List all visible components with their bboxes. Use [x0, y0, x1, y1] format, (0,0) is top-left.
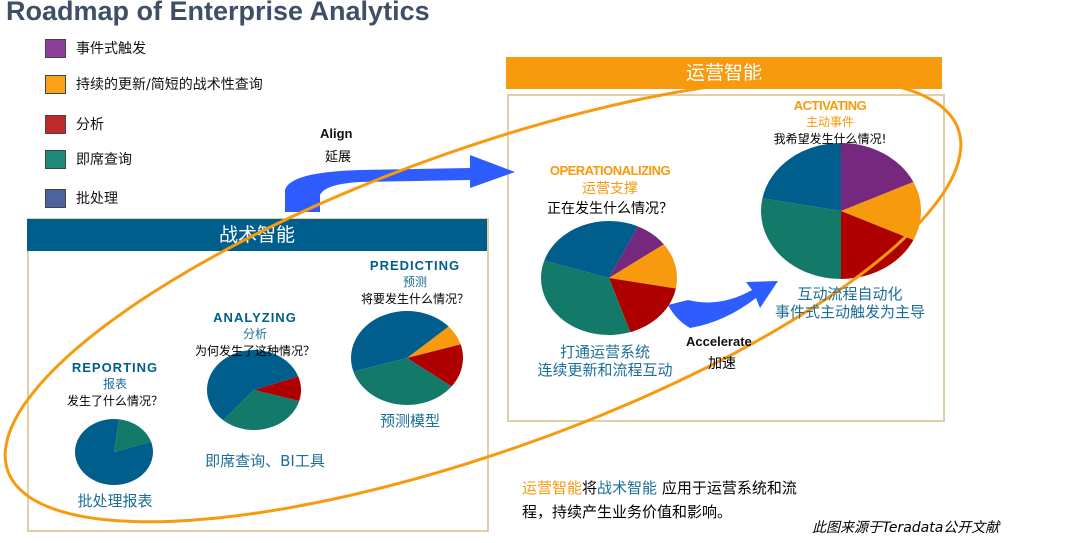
- pie-slice-green: [114, 419, 152, 452]
- pie-slice-blue: [762, 143, 841, 211]
- footer-text-part: 将: [582, 479, 598, 497]
- stage-title: ANALYZING: [213, 310, 297, 325]
- footer-tactical: 战术智能: [597, 479, 658, 497]
- legend-label: 分析: [76, 117, 104, 133]
- legend-label: 持续的更新/简短的战术性查询: [76, 77, 263, 93]
- stage-caption: 互动流程自动化 事件式主动触发为主导: [755, 285, 945, 321]
- stage-activating: ACTIVATING 主动事件 我希望发生什么情况!: [750, 98, 910, 147]
- legend-label: 即席查询: [76, 152, 132, 168]
- legend-label: 批处理: [76, 191, 118, 207]
- caption-line: 事件式主动触发为主导: [774, 303, 925, 321]
- stage-title: PREDICTING: [369, 258, 461, 273]
- stage-cn: 运营支撑: [582, 181, 638, 197]
- stage-question: 为何发生了这种情况？: [194, 344, 315, 358]
- pie-slice-green: [760, 198, 841, 279]
- pie-slice-green: [353, 358, 452, 406]
- stage-cn: 报表: [102, 377, 127, 391]
- pie-slice-red: [254, 376, 301, 402]
- stage-title: REPORTING: [71, 360, 159, 375]
- page-title: Roadmap of Enterprise Analytics: [6, 0, 430, 26]
- stage-caption: 批处理报表: [77, 492, 153, 510]
- legend-item: 分析: [45, 114, 104, 134]
- footer-text-part: 应用于运营系统和流: [657, 479, 797, 497]
- legend-swatch: [45, 38, 66, 58]
- pie-slice-red: [841, 211, 914, 279]
- caption-line: 打通运营系统: [559, 343, 650, 361]
- stage-caption: 即席查询、BI工具: [205, 452, 325, 470]
- source-note: 此图来源于Teradata公开文献: [812, 520, 1000, 536]
- legend-swatch: [45, 188, 66, 208]
- stage-predicting: PREDICTING 预测 将要发生什么情况？: [335, 258, 495, 307]
- stage-cn: 分析: [242, 327, 267, 341]
- pie-slice-orange: [407, 326, 461, 358]
- legend-item: 批处理: [45, 188, 118, 208]
- pie-slice-purple: [609, 226, 664, 278]
- footer-text: 运营智能将战术智能 应用于运营系统和流 程，持续产生业务价值和影响。: [522, 476, 797, 524]
- stage-analyzing: ANALYZING 分析 为何发生了这种情况？: [170, 310, 340, 359]
- scope-ellipse: [3, 76, 963, 524]
- accelerate-label: Accelerate: [686, 334, 752, 349]
- stage-question: 我希望发生什么情况!: [773, 132, 887, 146]
- operational-panel: [507, 94, 945, 422]
- stage-title: OPERATIONALIZING: [549, 163, 671, 178]
- legend-item: 持续的更新/简短的战术性查询: [45, 74, 263, 94]
- pie-slice-purple: [841, 143, 914, 211]
- legend-item: 即席查询: [45, 149, 132, 169]
- pie-slice-orange: [609, 244, 677, 289]
- pie-slice-green: [223, 390, 300, 430]
- align-label: Align: [320, 126, 353, 141]
- stage-question: 发生了什么情况？: [66, 394, 163, 408]
- pie-slice-red: [407, 344, 463, 387]
- pie-slice-blue: [544, 220, 638, 278]
- stage-cn: 主动事件: [805, 115, 854, 129]
- legend-swatch: [45, 149, 66, 169]
- pie-slice-orange: [841, 182, 921, 240]
- legend-swatch: [45, 74, 66, 94]
- accelerate-cn-label: 加速: [708, 356, 736, 372]
- pie-slice-blue: [350, 310, 449, 372]
- legend-swatch: [45, 114, 66, 134]
- stage-question: 正在发生什么情况？: [547, 201, 673, 217]
- align-arrow: [285, 155, 515, 212]
- pie-slice-red: [609, 278, 676, 333]
- stage-reporting: REPORTING 报表 发生了什么情况？: [42, 360, 188, 409]
- pie-slice-blue: [206, 350, 299, 421]
- footer-operational: 运营智能: [522, 479, 583, 497]
- stage-operationalizing: OPERATIONALIZING 运营支撑 正在发生什么情况？: [520, 163, 700, 218]
- legend-label: 事件式触发: [76, 41, 146, 57]
- stage-caption: 打通运营系统 连续更新和流程互动: [515, 343, 695, 379]
- stage-caption: 预测模型: [379, 412, 440, 430]
- stage-question: 将要发生什么情况？: [360, 292, 469, 306]
- footer-line2: 程，持续产生业务价值和影响。: [522, 503, 733, 521]
- stage-cn: 预测: [402, 275, 427, 289]
- align-cn-label: 延展: [325, 150, 352, 165]
- caption-line: 连续更新和流程互动: [537, 361, 673, 379]
- legend-item: 事件式触发: [45, 38, 146, 58]
- stage-title: ACTIVATING: [793, 98, 867, 113]
- caption-line: 互动流程自动化: [797, 285, 903, 303]
- pie-slice-green: [541, 260, 631, 335]
- accelerate-arrow: [668, 281, 778, 328]
